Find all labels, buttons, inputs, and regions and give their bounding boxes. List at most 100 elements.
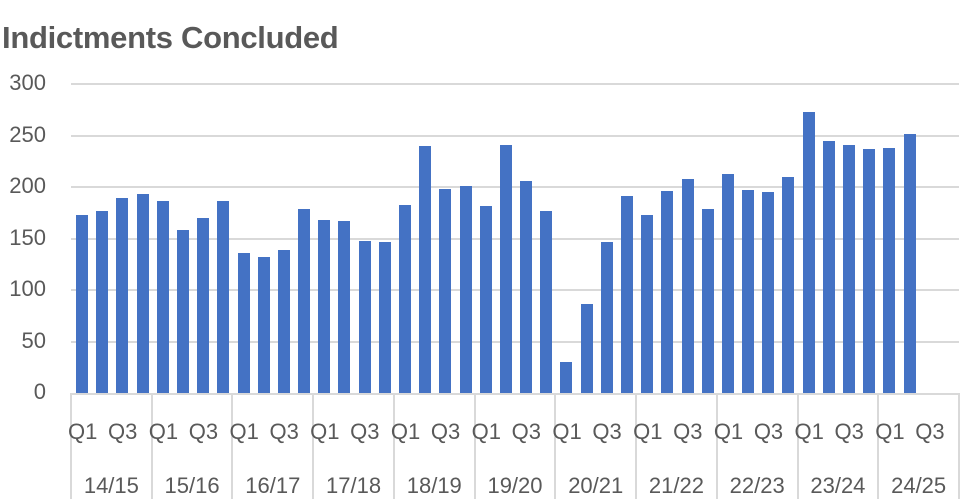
bar — [338, 221, 351, 393]
y-tick-label: 100 — [9, 276, 46, 301]
year-label: 23/24 — [810, 473, 866, 498]
group-divider — [958, 393, 960, 499]
group-divider — [877, 393, 880, 499]
bar — [903, 134, 916, 393]
group-divider — [231, 393, 234, 499]
y-tick-label: 150 — [9, 224, 46, 250]
bar — [661, 191, 674, 393]
quarter-label: Q3 — [673, 419, 703, 444]
bar — [76, 214, 89, 393]
bar — [621, 196, 633, 393]
group-divider — [796, 393, 799, 499]
quarter-label: Q3 — [753, 419, 784, 444]
group-divider — [312, 393, 315, 499]
bar — [459, 185, 472, 393]
bar — [782, 176, 795, 393]
bar — [540, 210, 553, 393]
bar — [136, 194, 149, 393]
year-label: 20/21 — [568, 473, 624, 498]
group-divider — [635, 393, 638, 499]
plot-area — [71, 83, 959, 393]
quarter-label: Q1 — [390, 419, 421, 444]
year-label: 17/18 — [326, 473, 382, 498]
gridline — [71, 134, 959, 137]
year-label: 18/19 — [406, 473, 462, 498]
bar — [237, 252, 250, 393]
bar — [580, 304, 593, 393]
quarter-label: Q3 — [108, 419, 138, 444]
quarter-label: Q3 — [350, 419, 380, 444]
bar — [298, 208, 311, 393]
gridline — [71, 186, 959, 188]
quarter-label: Q1 — [148, 419, 179, 444]
gridline — [71, 83, 959, 85]
group-divider — [554, 393, 557, 499]
year-label: 24/25 — [891, 473, 947, 498]
quarter-label: Q3 — [269, 419, 299, 444]
group-divider — [392, 393, 395, 499]
gridline — [71, 289, 959, 291]
bar — [217, 201, 230, 393]
year-label: 21/22 — [648, 473, 704, 498]
quarter-label: Q1 — [68, 419, 98, 444]
bar — [439, 189, 452, 393]
quarter-label: Q3 — [592, 419, 622, 444]
bar — [257, 257, 270, 393]
gridline — [71, 340, 959, 343]
quarter-label: Q1 — [310, 419, 340, 444]
bar — [318, 219, 331, 393]
year-label: 16/17 — [245, 473, 301, 498]
quarter-label: Q1 — [229, 419, 259, 444]
x-axis: Q1 Q3 14/15 Q1 Q3 15/16 Q1 Q3 16/17 Q1 Q3 17/18 Q1 Q3… — [68, 393, 960, 499]
year-label: 14/15 — [83, 473, 139, 498]
bar — [358, 240, 371, 393]
bar — [822, 140, 835, 393]
bar — [762, 192, 775, 393]
bar — [802, 111, 815, 393]
bar — [641, 214, 654, 393]
bar — [600, 241, 613, 393]
quarter-label: Q3 — [430, 419, 461, 444]
bar — [883, 147, 896, 393]
group-divider — [715, 393, 718, 499]
bar — [701, 208, 714, 393]
quarter-label: Q3 — [915, 419, 945, 444]
bar — [721, 173, 734, 393]
year-label: 15/16 — [164, 473, 220, 498]
group-divider — [473, 393, 476, 499]
bar — [560, 362, 573, 393]
chart-title: Indictments Concluded — [2, 20, 339, 55]
y-tick-label: 0 — [33, 379, 46, 404]
quarter-label: Q1 — [794, 419, 824, 444]
gridline — [71, 237, 959, 240]
bar — [156, 201, 169, 393]
bar — [177, 230, 189, 393]
bar — [116, 198, 129, 393]
bar — [399, 204, 411, 393]
bar — [96, 210, 109, 393]
bar — [863, 148, 876, 393]
quarter-label: Q1 — [471, 419, 501, 444]
quarter-label: Q3 — [188, 419, 219, 444]
bar — [742, 190, 755, 393]
quarter-label: Q3 — [511, 419, 541, 444]
quarter-label: Q3 — [834, 419, 864, 444]
bar — [277, 249, 290, 393]
quarter-label: Q1 — [875, 419, 905, 444]
group-divider — [150, 393, 153, 499]
y-tick-label: 250 — [9, 121, 46, 147]
x-axis-line — [71, 393, 959, 395]
bar — [419, 145, 432, 393]
bar — [378, 241, 391, 393]
bar — [681, 178, 694, 393]
bar — [499, 144, 512, 393]
bar — [479, 205, 492, 393]
y-tick-label: 50 — [21, 327, 46, 353]
year-label: 22/23 — [729, 473, 785, 498]
group-divider — [70, 393, 72, 499]
bar — [520, 180, 533, 393]
bar — [197, 217, 210, 393]
y-tick-label: 300 — [9, 70, 46, 95]
quarter-label: Q1 — [633, 419, 663, 444]
quarter-label: Q1 — [552, 419, 582, 444]
